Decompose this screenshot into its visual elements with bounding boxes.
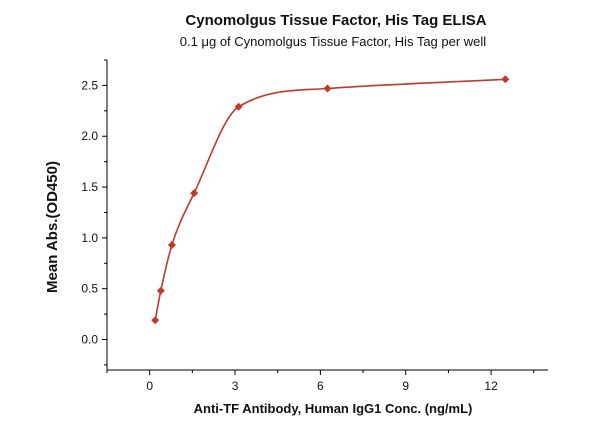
data-point xyxy=(234,102,243,111)
x-tick-label: 9 xyxy=(402,379,409,393)
data-point xyxy=(323,84,332,93)
y-tick-label: 1.5 xyxy=(81,180,98,194)
data-point xyxy=(190,189,199,198)
x-tick-label: 12 xyxy=(484,379,498,393)
x-axis-label: Anti-TF Antibody, Human IgG1 Conc. (ng/m… xyxy=(194,401,473,416)
data-point xyxy=(167,240,176,249)
data-point xyxy=(151,316,160,325)
data-points xyxy=(151,75,510,325)
y-tick-label: 0.0 xyxy=(81,333,98,347)
y-tick-label: 1.0 xyxy=(81,231,98,245)
data-point xyxy=(501,75,510,84)
y-tick-label: 2.5 xyxy=(81,78,98,92)
fit-curve xyxy=(154,78,506,321)
y-axis-label: Mean Abs.(OD450) xyxy=(44,161,61,293)
y-tick-label: 2.0 xyxy=(81,129,98,143)
x-tick-label: 3 xyxy=(232,379,239,393)
x-ticks: 0 3 6 9 12 xyxy=(106,370,535,393)
chart-subtitle: 0.1 μg of Cynomolgus Tissue Factor, His … xyxy=(180,34,487,49)
x-tick-label: 6 xyxy=(317,379,324,393)
y-tick-label: 0.5 xyxy=(81,282,98,296)
x-tick-label: 0 xyxy=(146,379,153,393)
chart-title: Cynomolgus Tissue Factor, His Tag ELISA xyxy=(185,12,486,29)
data-point xyxy=(156,286,165,295)
axes xyxy=(106,60,548,371)
y-ticks: 0.0 0.5 1.0 1.5 2.0 2.5 xyxy=(81,59,107,366)
